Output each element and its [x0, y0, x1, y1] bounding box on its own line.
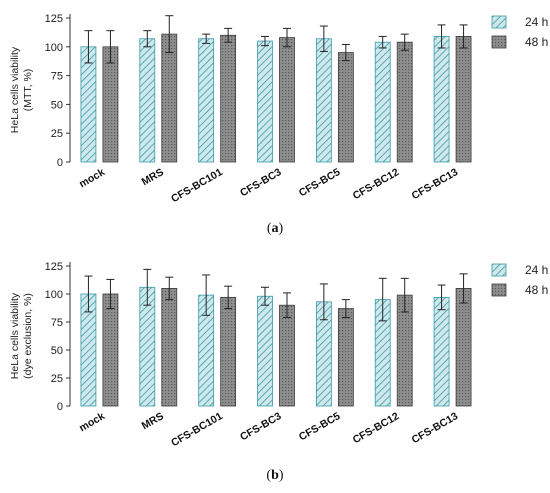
x-category-label: CFS-BC13 [410, 166, 461, 202]
bar-48h-cfs-bc3 [279, 304, 295, 407]
bar-48h-cfs-bc12 [396, 41, 413, 163]
legend-swatch-24h [491, 15, 507, 29]
bar-48h-mrs [161, 287, 178, 407]
chart-panel-b: 0 25 50 75 100 125 HeLa cells viability(dye ex… [9, 261, 548, 483]
bar-48h-cfs-bc3 [279, 37, 295, 163]
x-category-label: CFS-BC12 [351, 166, 402, 202]
bar-48h-cfs-bc13 [455, 36, 472, 163]
x-category-label: CFS-BC3 [238, 166, 284, 199]
x-category-label: MRS [140, 410, 166, 432]
bar-24h-mock [80, 46, 97, 163]
y-axis-title-line: HeLa cells viability [9, 292, 21, 379]
bar-24h-cfs-bc12 [374, 41, 391, 163]
bar-24h-cfs-bc3 [257, 40, 273, 163]
legend-label: 48 h [525, 35, 548, 49]
y-axis-title-line: HeLa cells viability [9, 46, 21, 133]
x-category-label: MRS [140, 166, 166, 188]
x-category-label: CFS-BC3 [238, 410, 284, 443]
y-tick-label: 125 [45, 13, 63, 25]
panel-label-letter: b [271, 468, 279, 483]
chart-panel-a: 0 25 50 75 100 125 HeLa cells viability(MTT, %… [9, 13, 548, 236]
bar-24h-cfs-bc13 [433, 296, 450, 407]
y-tick-label: 50 [51, 345, 63, 357]
x-category-label: CFS-BC5 [297, 410, 343, 443]
panel-label-open: ( [266, 468, 271, 483]
bar-24h-cfs-bc3 [257, 295, 273, 407]
bar-48h-cfs-bc5 [337, 52, 354, 163]
panel-label-close: ) [279, 468, 284, 483]
bar-24h-cfs-bc13 [433, 36, 450, 163]
y-tick-label: 75 [51, 317, 63, 329]
x-category-label: CFS-BC13 [410, 410, 461, 446]
y-axis-title: HeLa cells viability(MTT, %) [9, 46, 34, 133]
legend-swatch-24h [491, 263, 507, 277]
bar-48h-mrs [161, 33, 178, 163]
y-tick-label: 100 [45, 42, 63, 54]
panel-label-open: ( [267, 221, 272, 236]
bar-48h-cfs-bc101 [220, 296, 237, 407]
panel-label: (b) [266, 468, 283, 483]
x-category-label: CFS-BC5 [297, 166, 343, 199]
bar-48h-mock [102, 46, 119, 163]
bar-24h-cfs-bc5 [315, 38, 332, 163]
y-axis-title: HeLa cells viability(dye exclusion, %) [9, 292, 34, 379]
x-category-label: CFS-BC12 [351, 410, 402, 446]
bar-48h-cfs-bc5 [337, 308, 354, 407]
legend-swatch-48h [491, 283, 507, 297]
legend-swatch-48h [491, 35, 507, 49]
panel-label-close: ) [279, 221, 284, 236]
x-category-label: CFS-BC101 [169, 410, 225, 449]
y-tick-label: 25 [51, 373, 63, 385]
bar-48h-mock [102, 293, 119, 407]
legend-label: 24 h [525, 263, 548, 277]
y-tick-label: 0 [57, 157, 63, 169]
bar-48h-cfs-bc101 [220, 34, 237, 163]
bar-24h-mrs [139, 38, 156, 163]
x-category-label: CFS-BC101 [169, 166, 225, 205]
panel-label: (a) [267, 221, 284, 236]
y-tick-label: 25 [51, 128, 63, 140]
bar-48h-cfs-bc13 [455, 287, 472, 407]
y-tick-label: 125 [45, 261, 63, 273]
bar-24h-cfs-bc101 [198, 38, 215, 163]
y-tick-label: 75 [51, 71, 63, 83]
y-tick-label: 100 [45, 289, 63, 301]
legend-label: 48 h [525, 283, 548, 297]
x-category-label: mock [77, 410, 107, 434]
y-axis-title-line: (dye exclusion, %) [22, 293, 34, 379]
y-tick-label: 50 [51, 99, 63, 111]
x-category-label: mock [77, 166, 107, 190]
y-tick-label: 0 [57, 401, 63, 413]
y-axis-title-line: (MTT, %) [22, 69, 34, 112]
panel-label-letter: a [272, 221, 279, 236]
legend-label: 24 h [525, 15, 548, 29]
